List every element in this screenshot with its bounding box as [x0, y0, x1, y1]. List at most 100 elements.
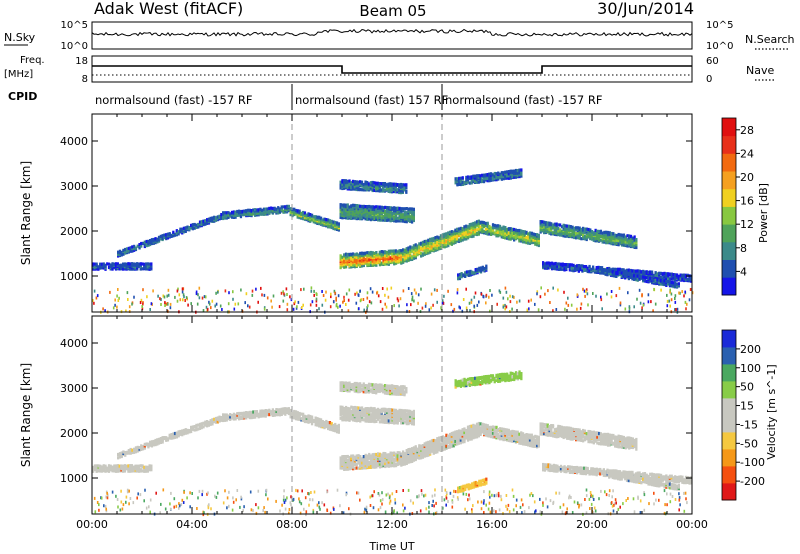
scatter-point	[378, 294, 380, 297]
scatter-point	[690, 288, 692, 291]
scatter-point	[118, 299, 120, 302]
scatter-point	[485, 301, 487, 304]
scatter-point	[506, 305, 508, 308]
scatter-point	[300, 288, 302, 291]
scatter-point	[549, 301, 551, 304]
station-title: Adak West (fitACF)	[94, 0, 243, 18]
scatter-point	[113, 306, 115, 309]
scatter-point	[669, 289, 671, 292]
scatter-point	[568, 304, 570, 307]
scatter-point	[684, 291, 686, 294]
freq-label: Freq.	[20, 55, 45, 66]
scatter-point	[338, 294, 340, 297]
scatter-point	[571, 304, 573, 307]
scatter-point	[477, 304, 479, 307]
echo-band	[540, 220, 638, 249]
scatter-point	[164, 304, 166, 307]
scatter-point	[225, 289, 227, 292]
scatter-point	[425, 302, 427, 305]
echo-band	[117, 416, 222, 460]
scatter-point	[289, 295, 291, 298]
scatter-point	[246, 292, 248, 295]
scatter-point	[547, 289, 549, 292]
scatter-point	[232, 298, 234, 301]
scatter-point	[182, 287, 184, 290]
scatter-point	[403, 289, 405, 292]
scatter-point	[358, 307, 360, 310]
scatter-point	[512, 295, 514, 298]
scatter-point	[641, 306, 643, 309]
scatter-point	[257, 301, 259, 304]
echo-band	[480, 221, 540, 247]
scatter-point	[611, 295, 613, 298]
echo-band	[222, 205, 290, 220]
scatter-point	[411, 292, 413, 295]
scatter-point	[346, 292, 348, 295]
scatter-point	[205, 295, 207, 298]
scatter-point	[167, 303, 169, 306]
scatter-point	[183, 295, 185, 298]
scatter-point	[180, 298, 182, 301]
frequency-trace	[92, 66, 692, 75]
scatter-point	[337, 306, 339, 309]
echo-band	[340, 451, 403, 471]
echo-cell	[520, 168, 522, 171]
y-tick-label: 4000	[60, 135, 88, 148]
scatter-point	[506, 291, 508, 294]
scatter-point	[544, 293, 546, 296]
noise-left-bottom-tick: 10^0	[61, 41, 88, 52]
scatter-point	[152, 289, 154, 292]
scatter-point	[286, 293, 288, 296]
scatter-point	[616, 294, 618, 297]
scatter-point	[678, 292, 680, 295]
scatter-point	[380, 300, 382, 303]
scatter-point	[516, 301, 518, 304]
scatter-point	[486, 294, 488, 297]
scatter-point	[384, 294, 386, 297]
scatter-point	[301, 306, 303, 309]
scatter-point	[422, 307, 424, 310]
scatter-point	[400, 297, 402, 300]
scatter-point	[639, 289, 641, 292]
echo-band	[92, 464, 152, 473]
scatter-point	[655, 303, 657, 306]
scatter-point	[434, 288, 436, 291]
scatter-point	[557, 289, 559, 292]
scatter-point	[356, 292, 358, 295]
scatter-point	[640, 302, 642, 305]
scatter-point	[220, 305, 222, 308]
echo-band	[117, 213, 222, 258]
scatter-point	[316, 293, 318, 296]
scatter-point	[296, 305, 298, 308]
scatter-point	[636, 298, 638, 301]
scatter-point	[146, 295, 148, 298]
scatter-point	[249, 306, 251, 309]
scatter-point	[666, 294, 668, 297]
scatter-point	[478, 301, 480, 304]
scatter-point	[287, 303, 289, 306]
scatter-point	[683, 294, 685, 297]
scatter-point	[197, 293, 199, 296]
scatter-point	[217, 291, 219, 294]
y-tick-label: 3000	[60, 180, 88, 193]
scatter-point	[170, 303, 172, 306]
scatter-point	[413, 300, 415, 303]
echo-cell	[462, 176, 464, 179]
scatter-point	[469, 302, 471, 305]
scatter-point	[685, 301, 687, 304]
noise-right-top-tick: 10^5	[706, 20, 733, 31]
scatter-point	[669, 305, 671, 308]
scatter-point	[577, 293, 579, 296]
scatter-point	[371, 301, 373, 304]
scatter-point	[311, 290, 313, 293]
scatter-point	[411, 298, 413, 301]
noise-left-top-tick: 10^5	[61, 20, 88, 31]
scatter-point	[406, 303, 408, 306]
scatter-point	[367, 291, 369, 294]
scatter-point	[556, 308, 558, 311]
scatter-point	[343, 299, 345, 302]
noise-trace	[92, 30, 692, 37]
scatter-point	[264, 308, 266, 311]
scatter-point	[384, 303, 386, 306]
scatter-point	[234, 308, 236, 311]
